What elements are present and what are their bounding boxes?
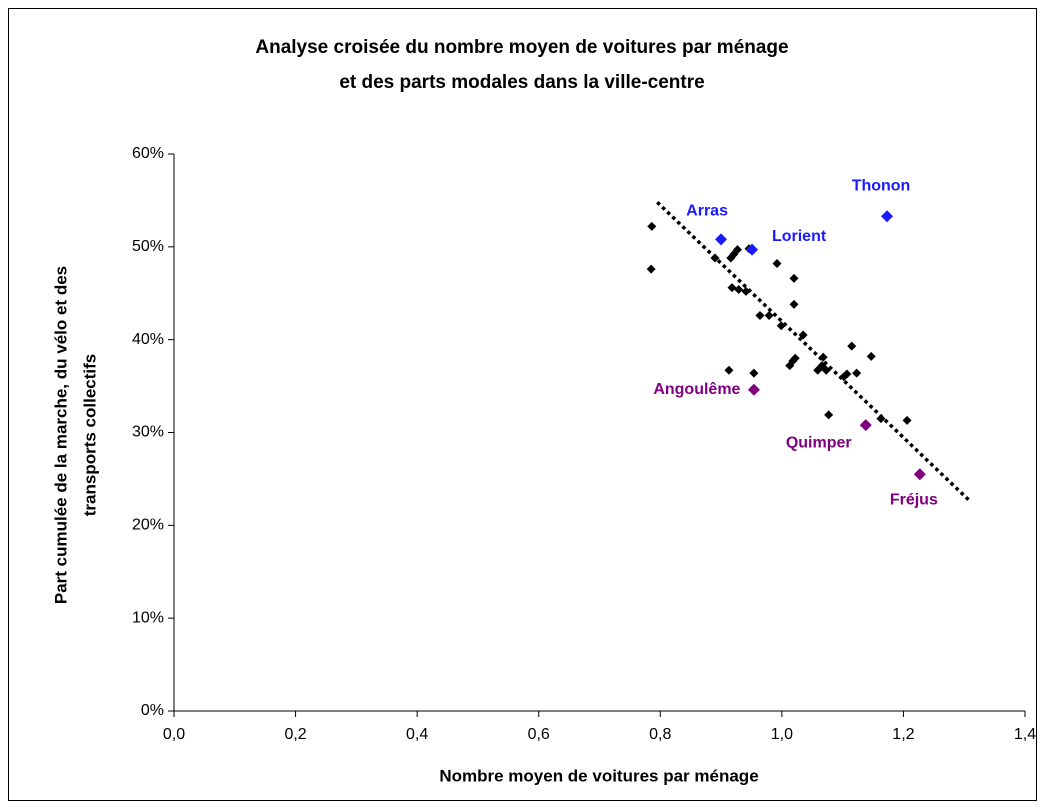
y-axis-title: transports collectifs (80, 354, 99, 517)
point (852, 368, 862, 378)
point (772, 259, 782, 269)
point (732, 245, 742, 255)
point (824, 410, 834, 420)
point (798, 330, 808, 340)
point (818, 352, 828, 362)
point (776, 321, 786, 331)
y-tick-label: 60% (132, 145, 164, 162)
point-label: Thonon (852, 177, 911, 194)
point (902, 415, 912, 425)
x-tick-label: 0,2 (284, 726, 306, 743)
point (710, 253, 720, 263)
point (749, 368, 759, 378)
point (866, 351, 876, 361)
y-tick-label: 40% (132, 331, 164, 348)
chart-title: et des parts modales dans la ville-centr… (339, 72, 704, 93)
point (646, 264, 656, 274)
x-tick-label: 0,8 (649, 726, 671, 743)
point (789, 299, 799, 309)
x-tick-label: 1,2 (892, 726, 914, 743)
point-label: Fréjus (890, 491, 938, 508)
point (715, 233, 728, 246)
point (913, 468, 926, 481)
point (724, 365, 734, 375)
point (839, 372, 849, 382)
point (727, 283, 737, 293)
point (881, 210, 894, 223)
point-label: Arras (686, 203, 728, 220)
point (734, 285, 744, 295)
point (785, 361, 795, 371)
x-tick-label: 0,6 (528, 726, 550, 743)
trendline (656, 201, 971, 502)
x-tick-label: 0,4 (406, 726, 428, 743)
y-tick-label: 0% (141, 702, 164, 719)
y-tick-label: 50% (132, 238, 164, 255)
x-tick-label: 1,0 (771, 726, 793, 743)
chart-border (8, 8, 1037, 801)
point-label: Angoulême (653, 381, 740, 398)
chart-title: Analyse croisée du nombre moyen de voitu… (255, 37, 788, 58)
y-tick-label: 10% (132, 609, 164, 626)
x-tick-label: 1,4 (1014, 726, 1036, 743)
point-label: Quimper (786, 434, 852, 451)
point (741, 286, 751, 296)
y-tick-label: 20% (132, 517, 164, 534)
y-axis-title: Part cumulée de la marche, du vélo et de… (51, 266, 70, 604)
point (821, 365, 831, 375)
point (876, 414, 886, 424)
y-tick-label: 30% (132, 424, 164, 441)
point (764, 311, 774, 321)
x-axis-title: Nombre moyen de voitures par ménage (439, 766, 758, 785)
point (789, 273, 799, 283)
point (755, 311, 765, 321)
point (746, 243, 759, 256)
x-tick-label: 0,0 (163, 726, 185, 743)
point (647, 221, 657, 231)
point-label: Lorient (772, 228, 827, 245)
point (859, 419, 872, 432)
point (747, 383, 760, 396)
point (847, 341, 857, 351)
point (813, 365, 823, 375)
